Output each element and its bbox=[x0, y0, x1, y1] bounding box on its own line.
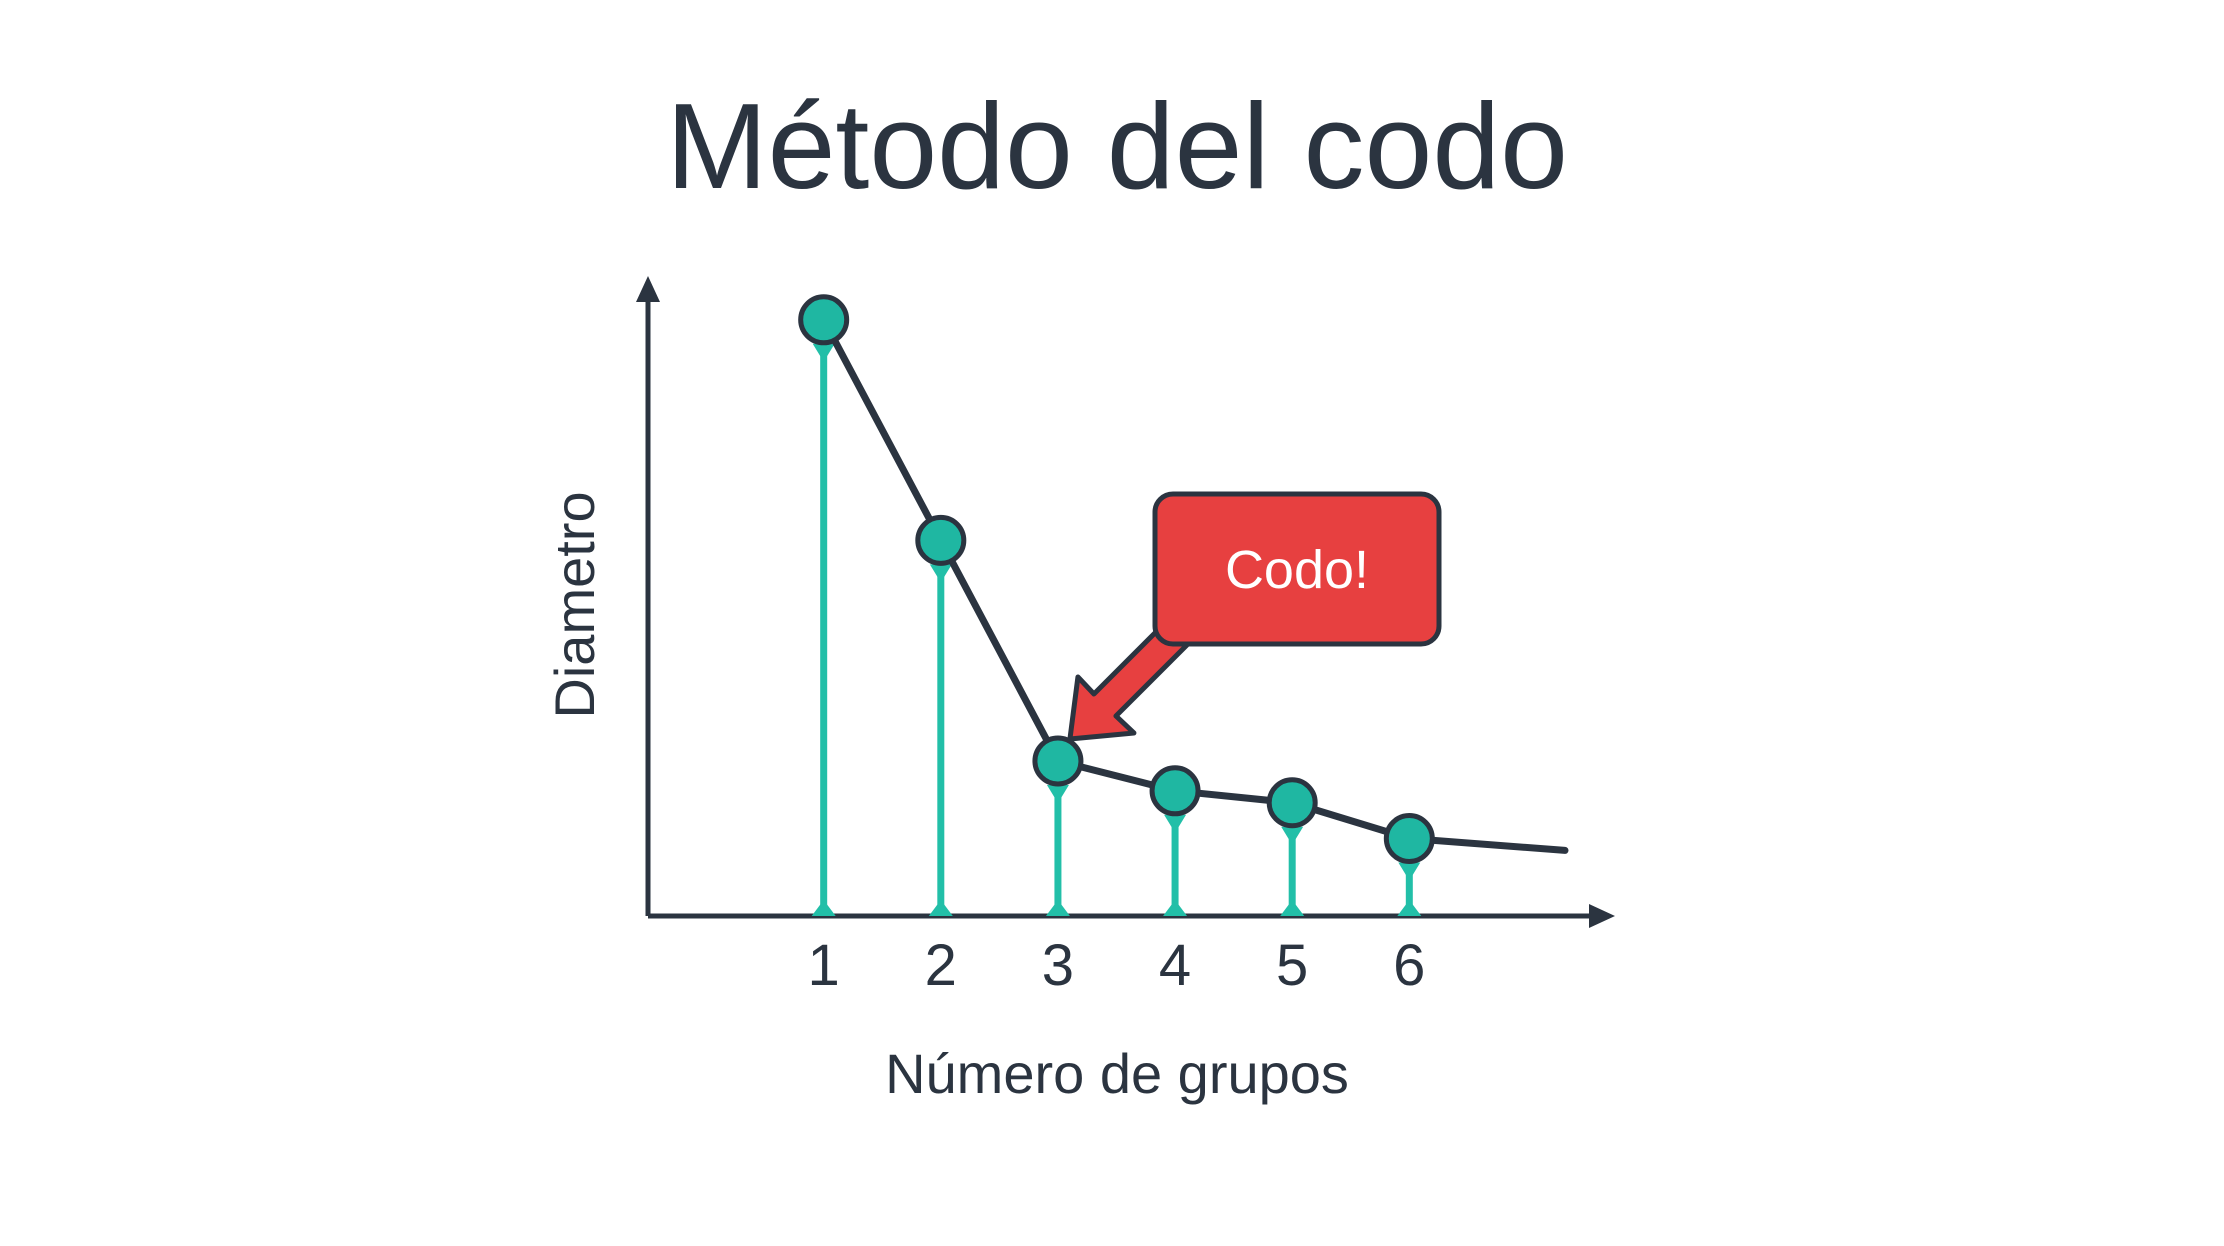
y-axis-arrow bbox=[636, 276, 660, 302]
data-point bbox=[1383, 812, 1435, 864]
data-point bbox=[1149, 765, 1201, 817]
x-tick-labels: 1 2 3 4 5 6 bbox=[808, 933, 1426, 998]
stem-base-cap bbox=[928, 900, 953, 916]
stems bbox=[811, 331, 1422, 916]
x-tick-label: 4 bbox=[1159, 933, 1191, 998]
x-tick-label: 3 bbox=[1042, 933, 1074, 998]
stem-top-cap bbox=[1398, 862, 1421, 881]
stem-base-cap bbox=[1397, 900, 1422, 916]
data-point bbox=[1032, 735, 1084, 787]
x-axis-arrow bbox=[1589, 904, 1615, 928]
elbow-callout: Codo! bbox=[1067, 491, 1442, 742]
callout-box bbox=[1152, 491, 1442, 647]
x-tick-label: 1 bbox=[808, 933, 840, 998]
x-axis-label: Número de grupos bbox=[885, 1042, 1349, 1105]
stem-top-cap bbox=[1281, 826, 1304, 845]
callout-label: Codo! bbox=[1225, 540, 1369, 600]
y-axis-label: Diametro bbox=[543, 491, 606, 718]
stem-top-cap bbox=[929, 564, 952, 583]
stem-base-cap bbox=[811, 900, 836, 916]
stem-top-cap bbox=[1164, 814, 1187, 833]
stem-top-cap bbox=[812, 343, 835, 362]
chart-title: Método del codo bbox=[666, 78, 1568, 214]
data-point bbox=[915, 514, 967, 566]
data-point bbox=[1266, 777, 1318, 829]
data-markers bbox=[798, 294, 1435, 864]
stem-base-cap bbox=[1163, 900, 1188, 916]
stem-base-cap bbox=[1045, 900, 1070, 916]
axes bbox=[636, 276, 1615, 928]
x-tick-label: 2 bbox=[925, 933, 957, 998]
data-point bbox=[798, 294, 850, 346]
stem-top-cap bbox=[1046, 784, 1069, 803]
x-tick-label: 5 bbox=[1276, 933, 1308, 998]
stem-base-cap bbox=[1280, 900, 1305, 916]
x-tick-label: 6 bbox=[1393, 933, 1425, 998]
